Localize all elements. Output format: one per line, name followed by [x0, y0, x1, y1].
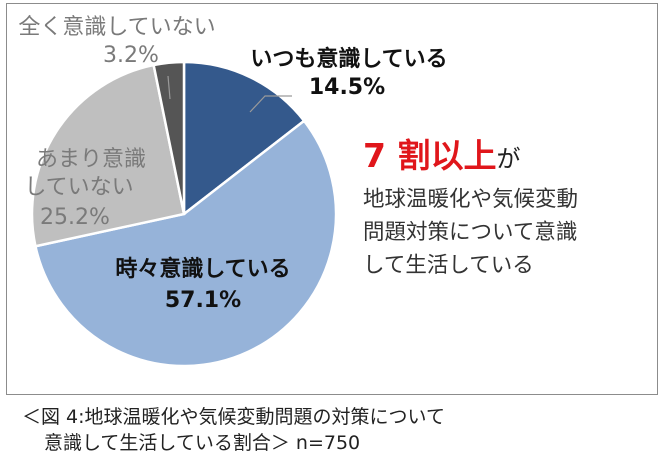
callout-line: 問題対策について意識	[363, 220, 578, 245]
leader-line-always	[249, 95, 292, 113]
slice-value-sometimes: 57.1%	[165, 288, 241, 313]
slice-value-never: 3.2%	[103, 43, 159, 68]
leader-line-never	[167, 75, 171, 100]
callout-headline: 7 割以上が	[363, 136, 663, 179]
summary-callout: 7 割以上が 地球温暖化や気候変動 問題対策について意識 して生活している	[363, 136, 663, 282]
callout-highlight-suffix: が	[496, 145, 521, 173]
pie-slice-sometimes	[33, 119, 338, 368]
slice-value-rarely: 25.2%	[40, 205, 110, 230]
slice-label-rarely-line1: あまり意識	[36, 147, 146, 172]
callout-line: 地球温暖化や気候変動	[363, 187, 579, 212]
pie-slices	[30, 60, 338, 368]
callout-body: 地球温暖化や気候変動 問題対策について意識 して生活している	[363, 183, 663, 282]
pie-slice-always	[182, 60, 306, 217]
slice-value-always: 14.5%	[309, 75, 385, 100]
leader-lines	[167, 75, 292, 113]
pie-slice-never	[152, 60, 186, 215]
pie-slice-rarely	[30, 63, 186, 248]
slice-label-never: 全く意識していない	[18, 15, 215, 40]
callout-line: して生活している	[363, 253, 534, 278]
slice-label-sometimes: 時々意識している	[115, 256, 290, 282]
chart-frame: 全く意識していない 3.2% いつも意識している 14.5% あまり意識 してい…	[6, 3, 658, 395]
callout-highlight: 7 割以上	[363, 136, 497, 175]
slice-label-always: いつも意識している	[250, 46, 447, 72]
caption-line-2: 意識して生活している割合＞ n=750	[44, 432, 361, 454]
slice-label-rarely-line2: していない	[24, 175, 133, 200]
caption-line-1: ＜図 4:地球温暖化や気候変動問題の対策について	[22, 406, 445, 428]
pie-chart: 全く意識していない 3.2% いつも意識している 14.5% あまり意識 してい…	[18, 15, 448, 368]
figure-caption: ＜図 4:地球温暖化や気候変動問題の対策について 意識して生活している割合＞ n…	[22, 404, 662, 456]
slice-labels: 全く意識していない 3.2% いつも意識している 14.5% あまり意識 してい…	[18, 15, 447, 313]
